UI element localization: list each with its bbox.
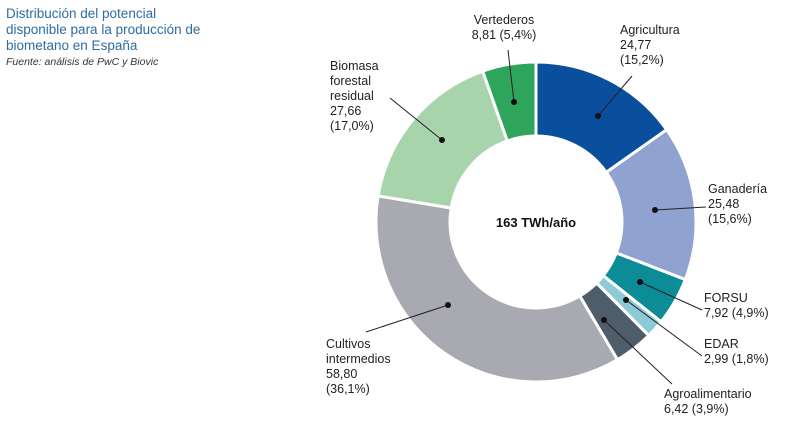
label-agroalimentario: Agroalimentario 6,42 (3,9%) xyxy=(664,387,752,416)
leader-line xyxy=(603,319,673,385)
leader-dot xyxy=(637,279,643,285)
leader-line xyxy=(625,299,703,357)
leader-dot xyxy=(623,297,629,303)
slice-vertederos xyxy=(480,60,538,143)
slice-labels: Agricultura 24,77 (15,2%) Ganadería 25,48 (15… xyxy=(326,13,769,416)
label-biomasa-forestal-residual: Biomasa forestal residual 27,66 (17,0%) xyxy=(330,59,379,133)
label-edar: EDAR 2,99 (1,8%) xyxy=(704,337,769,366)
leader-dot xyxy=(601,317,607,323)
leader-dot xyxy=(652,207,658,213)
chart-title: Distribución del potencial disponible pa… xyxy=(6,6,201,53)
donut-slices xyxy=(374,60,698,384)
leader-line xyxy=(389,97,443,141)
label-ganadería: Ganadería 25,48 (15,6%) xyxy=(708,182,767,226)
chart-caption: Distribución del potencial disponible pa… xyxy=(6,6,206,68)
slice-cultivos-intermedios xyxy=(374,194,620,384)
leader-dot xyxy=(445,302,451,308)
leader-dot xyxy=(511,99,517,105)
leader-lines xyxy=(365,49,707,385)
leader-line xyxy=(654,206,707,211)
label-forsu: FORSU 7,92 (4,9%) xyxy=(704,291,769,320)
leader-line xyxy=(507,49,515,103)
leader-dot xyxy=(595,113,601,119)
leader-line xyxy=(639,281,703,311)
center-total-label: 163 TWh/año xyxy=(496,215,576,230)
label-vertederos: Vertederos 8,81 (5,4%) xyxy=(472,13,537,42)
leader-line xyxy=(365,304,449,333)
chart-source: Fuente: análisis de PwC y Biovic xyxy=(6,56,159,68)
leader-dot xyxy=(439,137,445,143)
label-agricultura: Agricultura 24,77 (15,2%) xyxy=(620,23,680,67)
leader-line xyxy=(597,75,633,117)
label-cultivos-intermedios: Cultivos intermedios 58,80 (36,1%) xyxy=(326,337,391,396)
